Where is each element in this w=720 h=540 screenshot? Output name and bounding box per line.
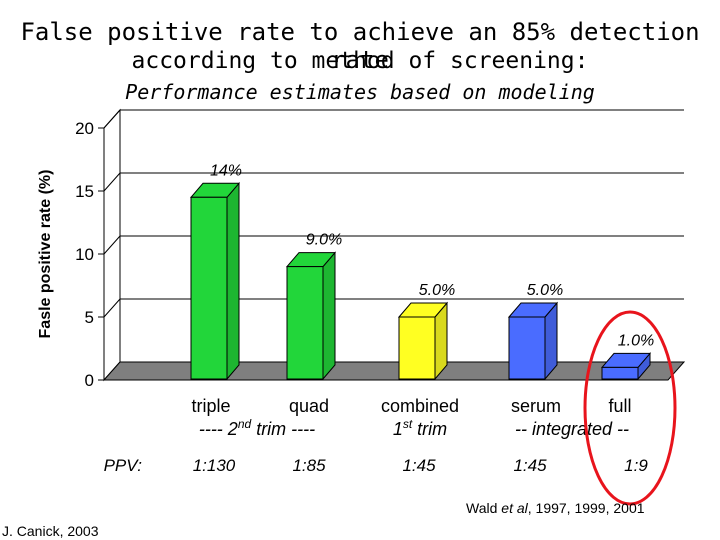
category-label-serum: serum <box>511 396 561 416</box>
chart-title-line-1: False positive rate to achieve an 85% de… <box>20 18 700 74</box>
data-label: 9.0% <box>306 232 342 249</box>
ppv-label: PPV: <box>104 456 143 475</box>
group-label: -- integrated -- <box>515 419 629 439</box>
gridline-side <box>103 235 121 255</box>
data-label: 5.0% <box>527 282 563 299</box>
bar-side <box>226 181 240 381</box>
gridline-side <box>103 172 121 192</box>
ppv-value-quad: 1:85 <box>292 456 326 475</box>
credit-text: J. Canick, 2003 <box>2 523 99 539</box>
bar-side <box>322 251 336 381</box>
bar-front <box>508 316 546 380</box>
category-label-triple: triple <box>191 396 230 416</box>
bar-combined <box>397 301 449 381</box>
ppv-value-serum: 1:45 <box>513 456 547 475</box>
gridline-side <box>103 109 121 129</box>
category-label-full: full <box>608 396 631 416</box>
y-tick-label: 20 <box>75 119 94 138</box>
group-label: ---- 2nd trim ---- <box>199 417 315 439</box>
gridline-side <box>103 298 121 318</box>
bar-front <box>398 316 436 380</box>
bar-serum <box>507 301 559 381</box>
bar-front <box>601 366 639 380</box>
y-tick-label: 0 <box>85 371 94 390</box>
highlight-ellipse <box>583 310 677 506</box>
bar-front <box>190 196 228 380</box>
chart-subtitle: Performance estimates based on modeling <box>125 80 595 104</box>
source-citation: Wald et al, 1997, 1999, 2001 <box>466 500 645 516</box>
group-label: 1st trim <box>393 417 447 439</box>
ppv-value-full: 1:9 <box>624 456 648 475</box>
y-tick-label: 5 <box>85 308 94 327</box>
data-label: 14% <box>210 162 242 179</box>
data-label: 1.0% <box>618 332 654 349</box>
ppv-value-triple: 1:130 <box>193 456 236 475</box>
data-label: 5.0% <box>419 282 455 299</box>
ppv-value-combined: 1:45 <box>402 456 436 475</box>
y-axis-label: Fasle positive rate (%) <box>37 170 54 339</box>
y-tick-label: 10 <box>75 245 94 264</box>
category-label-quad: quad <box>289 396 329 416</box>
bar-front <box>286 266 324 380</box>
bar-full <box>600 352 652 381</box>
chart-title-line-2: according to method of screening: <box>131 48 589 74</box>
bar-triple <box>189 181 241 381</box>
category-label-combined: combined <box>381 396 459 416</box>
y-tick-label: 15 <box>75 182 94 201</box>
bar-quad <box>285 251 337 381</box>
